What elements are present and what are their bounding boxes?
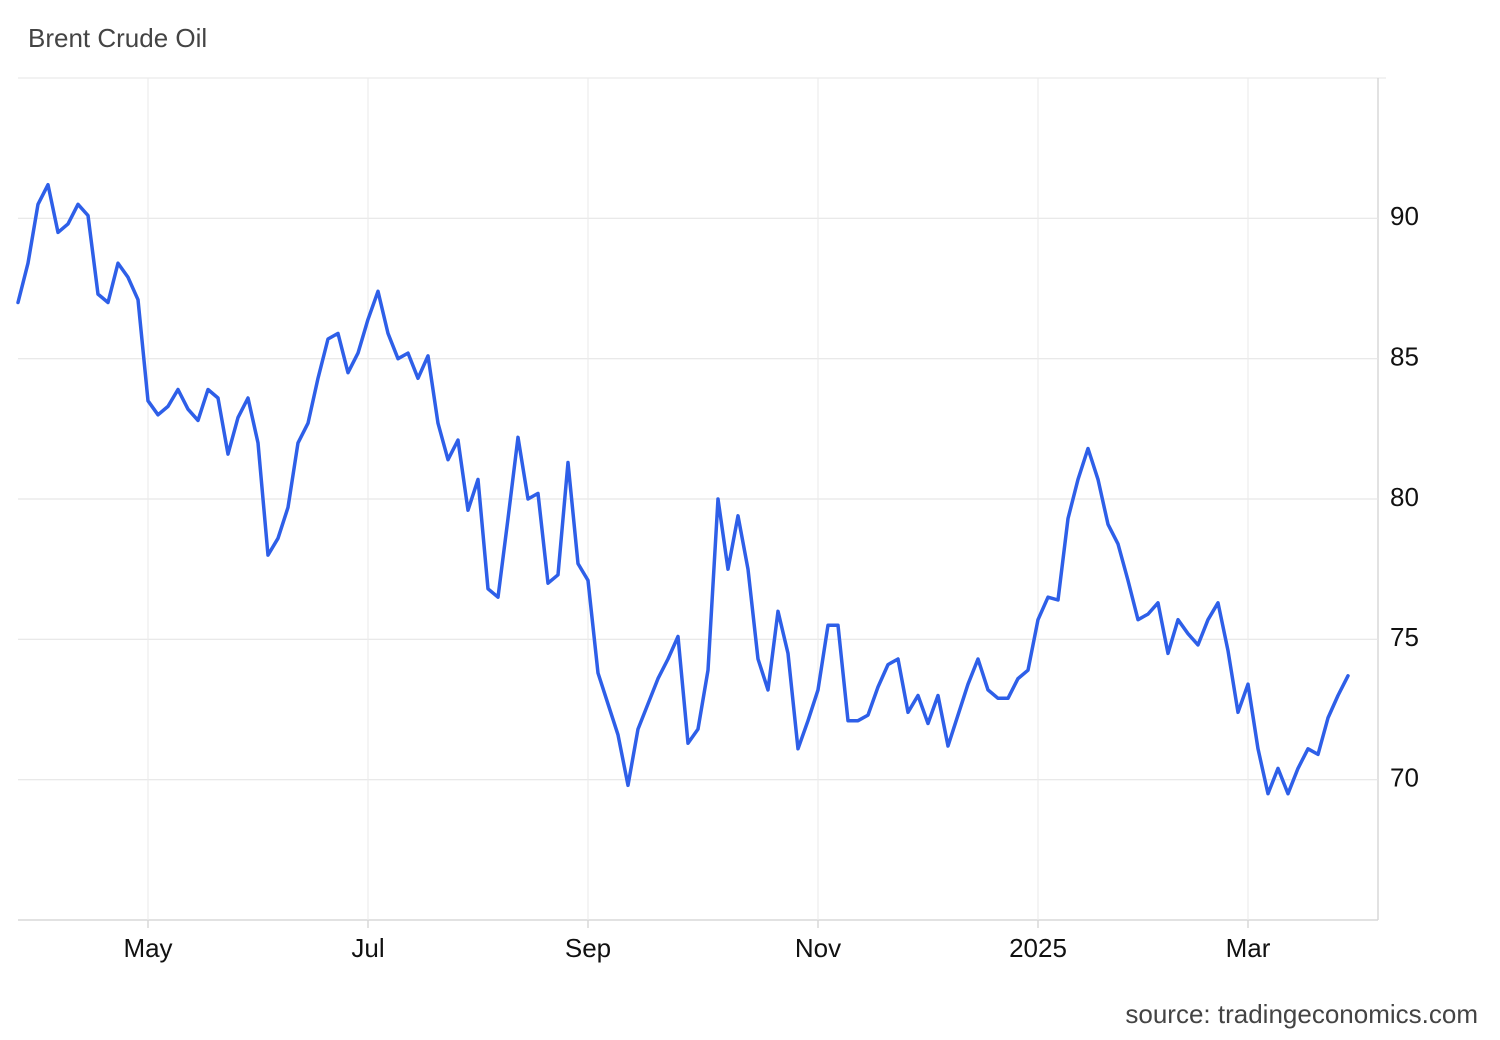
y-tick-label: 75 — [1390, 622, 1419, 652]
y-tick-label: 85 — [1390, 342, 1419, 372]
y-tick-label: 90 — [1390, 201, 1419, 231]
x-tick-label: Mar — [1226, 933, 1271, 963]
x-tick-label: 2025 — [1009, 933, 1067, 963]
x-tick-label: Nov — [795, 933, 841, 963]
y-tick-label: 70 — [1390, 763, 1419, 793]
price-line — [16, 182, 1350, 796]
source-note: source: tradingeconomics.com — [1125, 999, 1478, 1029]
chart-title: Brent Crude Oil — [28, 23, 207, 53]
x-tick-label: Jul — [351, 933, 384, 963]
x-tick-label: Sep — [565, 933, 611, 963]
y-tick-label: 80 — [1390, 482, 1419, 512]
x-tick-label: May — [123, 933, 172, 963]
